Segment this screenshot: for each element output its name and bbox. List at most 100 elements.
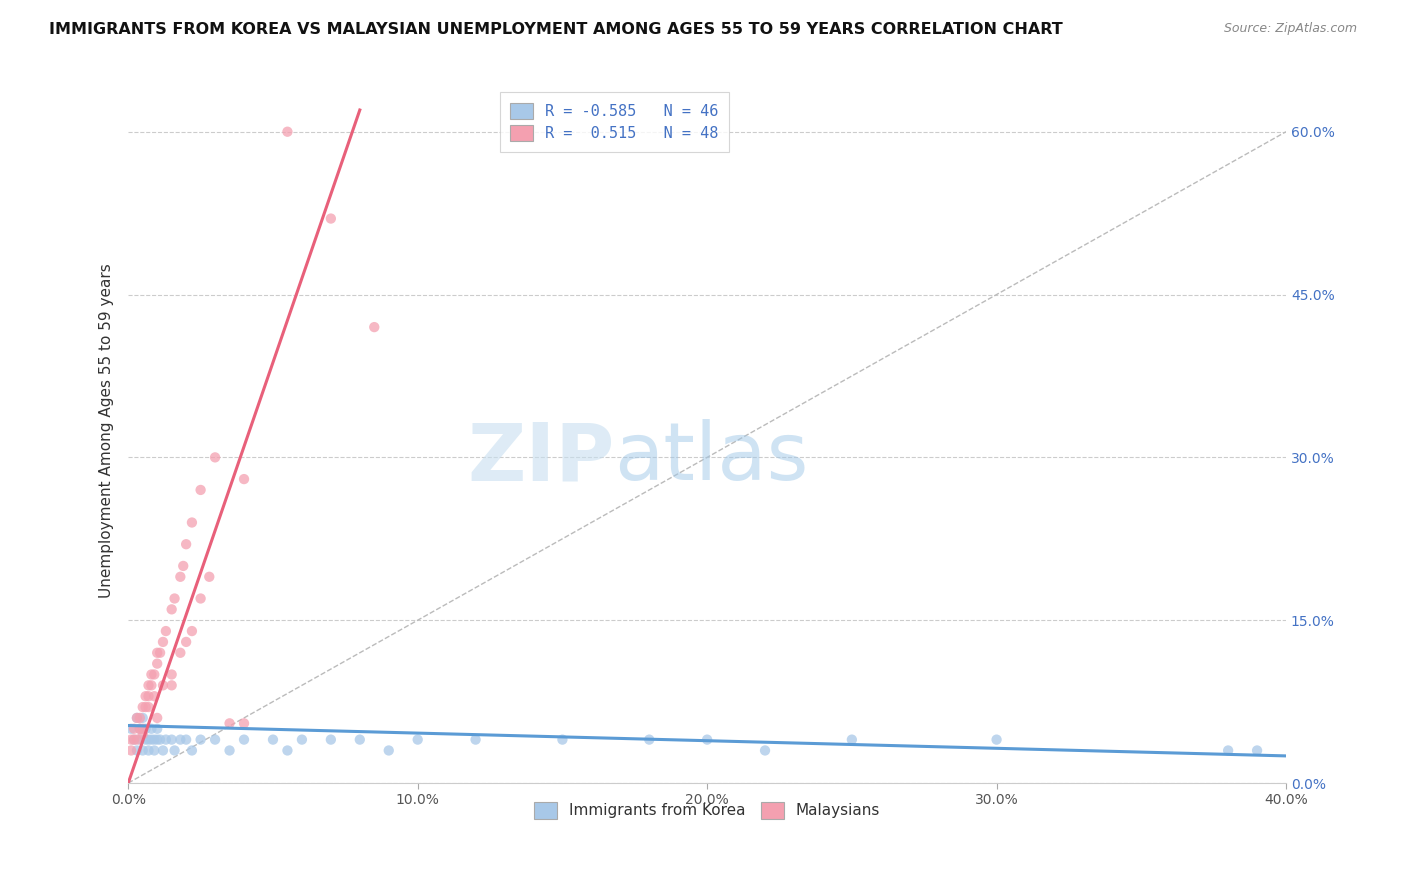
Point <box>132 711 155 725</box>
Point <box>163 743 186 757</box>
Legend: Immigrants from Korea, Malaysians: Immigrants from Korea, Malaysians <box>527 796 886 825</box>
Point <box>174 537 197 551</box>
Point <box>128 732 150 747</box>
Point <box>181 624 204 638</box>
Point <box>291 732 314 747</box>
Point <box>149 732 172 747</box>
Point <box>181 743 204 757</box>
Text: ZIP: ZIP <box>467 419 614 498</box>
Point <box>638 732 661 747</box>
Point <box>125 732 148 747</box>
Point <box>406 732 429 747</box>
Point <box>125 711 148 725</box>
Point <box>160 602 183 616</box>
Point <box>141 667 163 681</box>
Point <box>120 732 142 747</box>
Point <box>198 570 221 584</box>
Point <box>218 743 240 757</box>
Point <box>132 743 155 757</box>
Point <box>174 732 197 747</box>
Point <box>146 646 169 660</box>
Point <box>146 732 169 747</box>
Point <box>122 722 145 736</box>
Point <box>138 689 160 703</box>
Point <box>696 732 718 747</box>
Point <box>204 450 226 465</box>
Point <box>551 732 574 747</box>
Point <box>132 722 155 736</box>
Point <box>190 483 212 497</box>
Point <box>155 624 177 638</box>
Point <box>319 732 342 747</box>
Point <box>160 732 183 747</box>
Point <box>276 743 298 757</box>
Point <box>754 743 776 757</box>
Point <box>135 732 157 747</box>
Point <box>138 743 160 757</box>
Point <box>276 125 298 139</box>
Point <box>125 743 148 757</box>
Point <box>1246 743 1268 757</box>
Point <box>120 722 142 736</box>
Point <box>146 711 169 725</box>
Point <box>1216 743 1239 757</box>
Point <box>464 732 486 747</box>
Point <box>132 727 155 741</box>
Point <box>152 743 174 757</box>
Point <box>146 722 169 736</box>
Point <box>377 743 399 757</box>
Point <box>233 716 256 731</box>
Point <box>233 472 256 486</box>
Point <box>233 732 256 747</box>
Point <box>135 700 157 714</box>
Point <box>204 732 226 747</box>
Point <box>986 732 1008 747</box>
Point <box>138 678 160 692</box>
Point <box>190 591 212 606</box>
Point <box>141 732 163 747</box>
Point <box>141 678 163 692</box>
Point <box>363 320 385 334</box>
Point <box>169 732 191 747</box>
Point <box>122 732 145 747</box>
Point <box>152 678 174 692</box>
Point <box>841 732 863 747</box>
Point <box>128 722 150 736</box>
Point <box>319 211 342 226</box>
Point <box>143 732 166 747</box>
Point <box>349 732 371 747</box>
Point <box>143 743 166 757</box>
Point <box>155 732 177 747</box>
Point <box>122 732 145 747</box>
Point <box>181 516 204 530</box>
Point <box>128 711 150 725</box>
Point <box>169 570 191 584</box>
Point <box>172 558 194 573</box>
Point <box>125 711 148 725</box>
Point <box>163 591 186 606</box>
Point <box>143 689 166 703</box>
Point <box>152 635 174 649</box>
Point <box>143 667 166 681</box>
Text: Source: ZipAtlas.com: Source: ZipAtlas.com <box>1223 22 1357 36</box>
Point <box>190 732 212 747</box>
Text: IMMIGRANTS FROM KOREA VS MALAYSIAN UNEMPLOYMENT AMONG AGES 55 TO 59 YEARS CORREL: IMMIGRANTS FROM KOREA VS MALAYSIAN UNEMP… <box>49 22 1063 37</box>
Point <box>135 689 157 703</box>
Point <box>160 678 183 692</box>
Point <box>149 646 172 660</box>
Point <box>135 722 157 736</box>
Point <box>262 732 284 747</box>
Point <box>146 657 169 671</box>
Point <box>128 722 150 736</box>
Point <box>160 667 183 681</box>
Y-axis label: Unemployment Among Ages 55 to 59 years: Unemployment Among Ages 55 to 59 years <box>100 263 114 598</box>
Text: atlas: atlas <box>614 419 808 498</box>
Point <box>169 646 191 660</box>
Point <box>138 732 160 747</box>
Point <box>218 716 240 731</box>
Point <box>120 743 142 757</box>
Point <box>174 635 197 649</box>
Point <box>138 700 160 714</box>
Point <box>132 700 155 714</box>
Point <box>141 722 163 736</box>
